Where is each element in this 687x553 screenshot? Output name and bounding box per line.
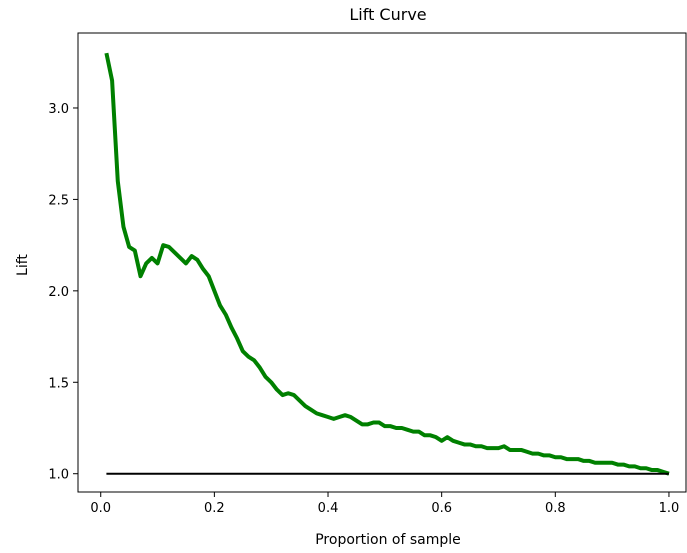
- plot-frame: [77, 32, 687, 493]
- chart-title: Lift Curve: [349, 5, 426, 24]
- lift-curve-line: [104, 52, 670, 476]
- x-tick-label: 0.2: [204, 501, 225, 516]
- x-tick-label: 0.0: [90, 501, 111, 516]
- plot-area: [104, 52, 670, 476]
- y-tick-label: 2.0: [48, 285, 69, 300]
- y-tick-label: 1.5: [48, 376, 69, 391]
- x-tick-label: 0.4: [318, 501, 339, 516]
- x-axis-label: Proportion of sample: [315, 532, 461, 548]
- y-tick-label: 3.0: [48, 102, 69, 117]
- x-tick-label: 1.0: [659, 501, 680, 516]
- x-tick-label: 0.6: [431, 501, 452, 516]
- y-tick-label: 1.0: [48, 468, 69, 483]
- x-axis: 0.0 0.2 0.4 0.6 0.8 1.0: [90, 492, 679, 516]
- y-axis-label: Lift: [15, 254, 31, 276]
- y-tick-label: 2.5: [48, 193, 69, 208]
- y-axis: 1.0 1.5 2.0 2.5 3.0: [48, 102, 78, 483]
- x-tick-label: 0.8: [545, 501, 566, 516]
